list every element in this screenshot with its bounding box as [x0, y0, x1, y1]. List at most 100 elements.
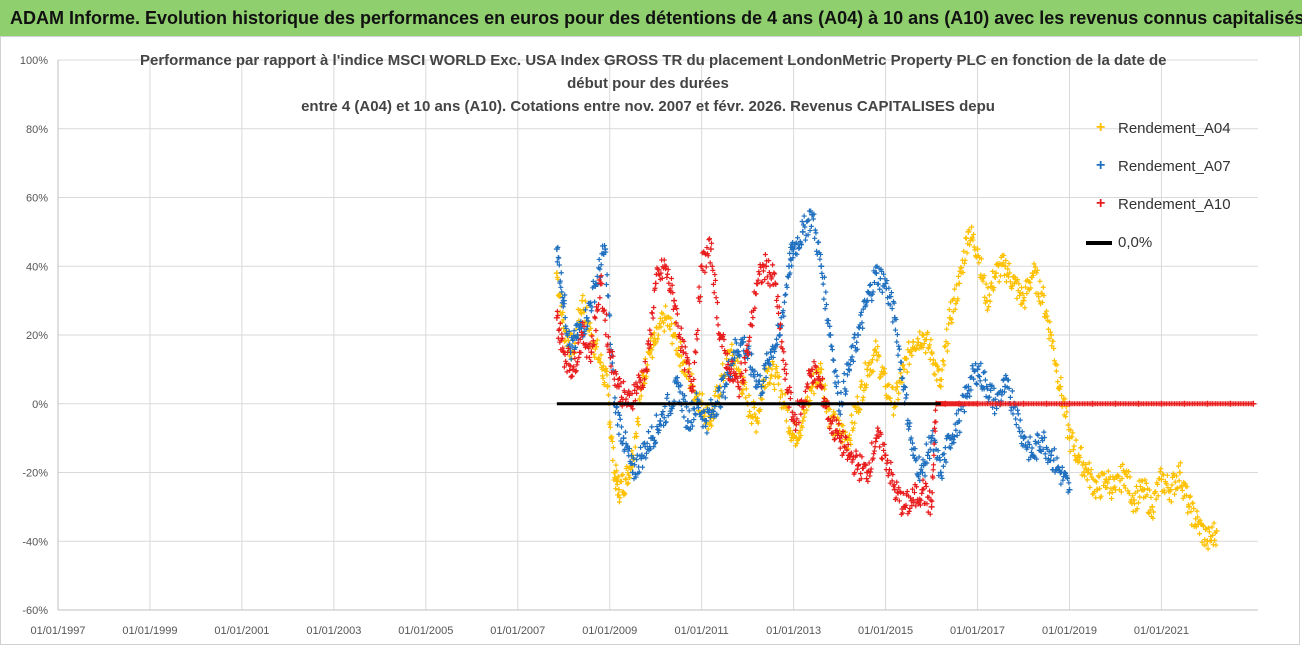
data-point — [1169, 482, 1175, 488]
data-point — [653, 439, 659, 445]
data-point — [877, 286, 883, 292]
data-point — [760, 389, 766, 395]
data-point — [847, 437, 853, 443]
data-point — [741, 334, 747, 340]
data-point — [1027, 434, 1033, 440]
data-point — [982, 369, 988, 375]
data-point — [1119, 476, 1125, 482]
data-point — [756, 271, 762, 277]
data-point — [723, 365, 729, 371]
data-point — [891, 482, 897, 488]
data-point — [946, 307, 952, 313]
data-point — [817, 256, 823, 262]
data-point — [739, 390, 745, 396]
data-point — [616, 431, 622, 437]
data-point — [644, 368, 650, 374]
data-point — [1060, 477, 1066, 483]
x-tick-label: 01/01/2005 — [398, 625, 453, 637]
data-point — [888, 294, 894, 300]
data-point — [1041, 429, 1047, 435]
data-point — [607, 355, 613, 361]
x-tick-label: 01/01/2011 — [675, 625, 729, 637]
data-point — [653, 412, 659, 418]
data-point — [698, 414, 704, 420]
data-point — [881, 366, 887, 372]
data-point — [952, 286, 958, 292]
data-point — [969, 224, 975, 230]
data-point — [584, 304, 590, 310]
data-point — [562, 352, 568, 358]
data-point — [765, 280, 771, 286]
data-point — [1020, 297, 1027, 304]
data-point — [783, 282, 789, 288]
data-point — [755, 420, 761, 426]
data-point — [1059, 393, 1065, 399]
data-point — [1109, 490, 1115, 496]
data-point — [569, 343, 575, 349]
data-point — [663, 266, 669, 272]
data-point — [871, 352, 877, 358]
data-point — [1213, 527, 1220, 534]
data-point — [932, 425, 938, 431]
data-point — [730, 352, 736, 358]
data-point — [762, 252, 768, 258]
data-point — [1206, 525, 1212, 531]
data-point — [992, 274, 998, 280]
data-point — [673, 347, 679, 353]
data-point — [1073, 437, 1079, 443]
data-point — [607, 424, 613, 430]
data-point — [927, 511, 933, 517]
data-point — [1048, 452, 1055, 459]
data-point — [894, 332, 900, 338]
data-point — [915, 339, 921, 345]
data-point — [799, 397, 805, 403]
data-point — [1065, 476, 1071, 482]
data-point — [1203, 542, 1209, 548]
data-point — [856, 406, 862, 412]
data-point — [992, 411, 998, 417]
data-point — [762, 277, 768, 283]
data-point — [865, 478, 871, 484]
data-point — [923, 350, 929, 356]
data-point — [823, 302, 829, 308]
data-point — [811, 211, 817, 217]
data-point — [594, 273, 600, 279]
data-point — [1071, 443, 1077, 449]
data-point — [913, 484, 919, 490]
data-point — [556, 262, 562, 268]
x-axis-ticks: 01/01/1997 01/01/1999 01/01/2001 01/01/2003… — [30, 625, 1189, 637]
data-point — [554, 259, 560, 265]
data-point — [592, 299, 598, 305]
data-point — [750, 315, 756, 321]
data-point — [1148, 494, 1154, 500]
data-point — [740, 387, 746, 393]
data-point — [825, 320, 831, 326]
legend-plus-marker-icon: + — [1096, 119, 1106, 136]
data-point — [838, 390, 844, 396]
data-point — [703, 423, 709, 429]
data-point — [869, 291, 875, 297]
data-point — [621, 379, 627, 385]
data-point — [904, 369, 910, 375]
data-point — [898, 490, 904, 496]
data-point — [999, 392, 1005, 398]
data-point — [858, 471, 864, 477]
data-point — [1212, 537, 1218, 543]
data-point — [923, 337, 929, 343]
data-point — [1001, 376, 1007, 382]
data-point — [819, 385, 825, 391]
data-point — [931, 357, 937, 363]
data-point — [812, 377, 818, 383]
data-point — [996, 279, 1002, 285]
data-point — [885, 473, 891, 479]
data-point — [613, 369, 619, 375]
data-point — [788, 437, 794, 443]
data-point — [962, 257, 968, 263]
data-point — [1116, 473, 1122, 479]
data-point — [614, 481, 620, 487]
data-point — [704, 430, 710, 436]
data-point — [622, 491, 628, 497]
legend-item-a07: + Rendement_A07 — [1082, 156, 1282, 194]
data-point — [693, 331, 699, 337]
data-point — [820, 281, 826, 287]
